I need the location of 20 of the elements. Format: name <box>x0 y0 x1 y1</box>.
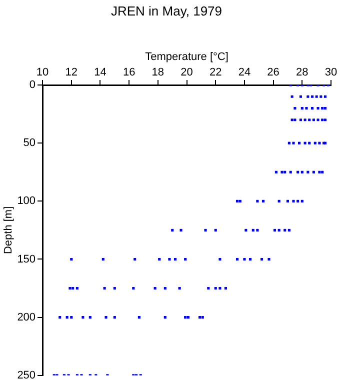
x-tick-label: 14 <box>94 66 106 78</box>
x-tick-label: 30 <box>324 66 338 78</box>
y-tick-label: 100 <box>17 195 36 208</box>
y-tick-label: 250 <box>17 369 36 382</box>
y-tick-label: 200 <box>17 311 36 324</box>
x-tick-label: 20 <box>180 66 193 78</box>
y-axis-title: Depth [m] <box>2 206 15 254</box>
x-tick-label: 16 <box>122 66 136 78</box>
x-tick-label: 26 <box>267 66 280 78</box>
x-axis-title: Temperature [°C] <box>145 51 228 64</box>
y-tick-label: 50 <box>23 137 36 150</box>
chart-title: JREN in May, 1979 <box>110 3 222 18</box>
x-tick-label: 18 <box>152 66 164 78</box>
x-tick-label: 10 <box>36 66 49 78</box>
x-tick-label: 12 <box>65 66 78 78</box>
x-tick-label: 24 <box>238 66 251 78</box>
x-tick-label: 28 <box>296 66 308 78</box>
x-tick-label: 22 <box>209 66 222 78</box>
y-tick-label: 0 <box>29 79 36 92</box>
y-tick-label: 150 <box>17 253 36 266</box>
